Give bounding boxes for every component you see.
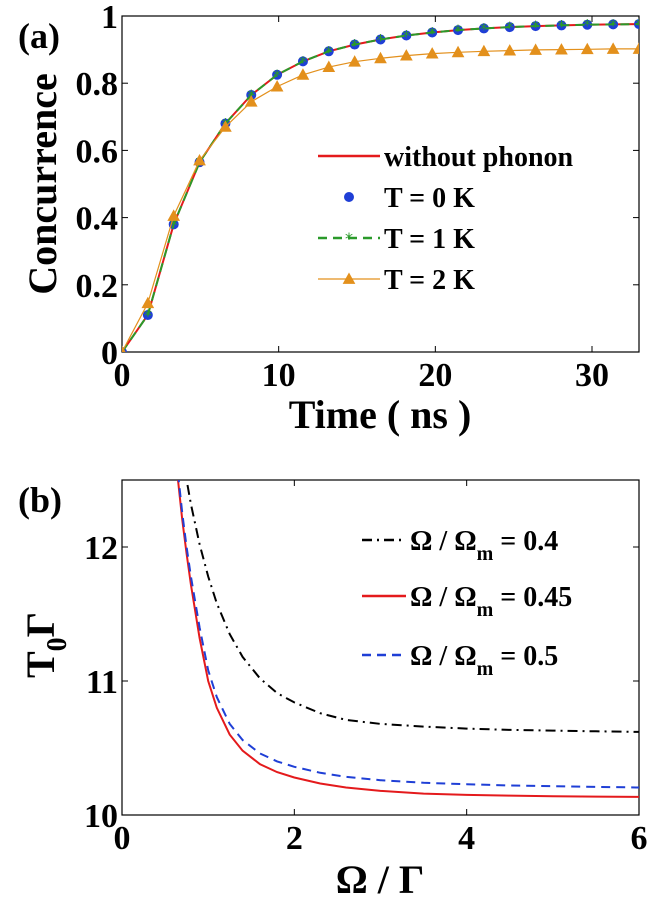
y-tick-label: 0.2 <box>76 268 119 305</box>
panel-a-x-axis-label: Time ( ns ) <box>289 392 472 437</box>
series-3-point <box>374 51 387 64</box>
series-line-1 <box>177 480 639 798</box>
series-line-0 <box>185 480 639 733</box>
legend-label-2: Ω / Ωm = 0.5 <box>410 641 558 680</box>
y-tick-label: 11 <box>86 664 118 701</box>
x-tick-label: 10 <box>262 357 296 394</box>
y-tick-label: 12 <box>84 530 118 567</box>
panel-a-plot-frame <box>121 15 640 353</box>
series-2-point: * <box>532 17 540 36</box>
series-3-point <box>193 153 206 166</box>
series-2-point: * <box>170 215 178 234</box>
x-tick-label: 4 <box>458 820 475 857</box>
x-tick-label: 0 <box>114 820 131 857</box>
x-tick-label: 2 <box>286 820 303 857</box>
series-3-point <box>296 68 310 80</box>
panel-a-y-axis-label: Concurrence <box>20 73 65 294</box>
x-tick-label: 20 <box>418 357 452 394</box>
series-2-point: * <box>273 66 281 85</box>
series-3-point <box>270 80 284 92</box>
svg-text:T0Γ: T0Γ <box>18 612 73 678</box>
panel-b-label: (b) <box>18 480 62 520</box>
panel-b-y-label-sub: 0 <box>42 637 73 651</box>
panel-b-ticks: 0 2 4 6 10 11 12 <box>84 480 648 857</box>
series-3-point <box>580 42 594 55</box>
series-line-0 <box>122 23 639 352</box>
series-2-point: * <box>351 36 359 55</box>
series-3-point <box>529 43 542 55</box>
y-tick-label: 1 <box>101 0 118 36</box>
series-2-point: * <box>480 19 488 38</box>
series-line-2 <box>122 23 639 352</box>
panel-b-y-axis-label: T0Γ <box>18 612 73 678</box>
series-3-point <box>632 42 639 54</box>
legend-label-1: Ω / Ωm = 0.45 <box>410 582 572 621</box>
panel-a-series: ********************* <box>122 15 643 352</box>
series-2-point: * <box>428 23 436 42</box>
legend-label-2: T = 1 K <box>384 224 475 255</box>
y-tick-label: 0.6 <box>76 133 119 170</box>
series-3-point <box>348 55 361 67</box>
series-3-point <box>219 120 232 132</box>
x-tick-label: 6 <box>631 820 648 857</box>
series-line-3 <box>122 48 639 352</box>
series-2-point: * <box>402 26 410 45</box>
panel-a-ticks: 0 10 20 30 0 0.2 0.4 0.6 0.8 1 <box>76 0 639 394</box>
legend-marker-3 <box>342 272 356 284</box>
series-2-point: * <box>506 18 514 37</box>
panel-b-plot-frame <box>121 479 640 816</box>
series-line-2 <box>177 480 639 789</box>
series-2-point: * <box>377 31 385 50</box>
series-2-point: * <box>325 42 333 61</box>
series-2-point: * <box>454 21 462 40</box>
panel-b-x-axis-label: Ω / Γ <box>336 857 425 901</box>
series-2-point: * <box>583 16 591 35</box>
x-tick-label: 30 <box>575 357 609 394</box>
panel-b-y-label-main: T <box>18 651 63 678</box>
series-3-point <box>122 345 126 352</box>
series-3-point <box>451 45 465 58</box>
series-2-point: * <box>609 15 617 34</box>
series-3-point <box>477 44 491 57</box>
series-2-point: * <box>144 306 152 325</box>
series-3-point <box>503 44 517 56</box>
series-3-point <box>555 43 568 55</box>
panel-b-legend: Ω / Ωm = 0.4 Ω / Ωm = 0.45 Ω / Ωm = 0.5 <box>362 526 572 680</box>
panel-a-label: (a) <box>18 16 60 56</box>
panel-a: (a) 0 10 20 30 0 0.2 0.4 0.6 0.8 1 * * * * * * * * * * * * * *… <box>18 0 643 437</box>
y-tick-label: 0.4 <box>76 201 119 238</box>
legend-label-3: T = 2 K <box>384 265 475 296</box>
legend-marker-2: * <box>345 229 353 248</box>
y-tick-label: 0 <box>101 335 118 372</box>
legend-label-1: T = 0 K <box>384 183 475 214</box>
legend-marker-1 <box>344 192 354 202</box>
series-2-point: * <box>635 15 643 34</box>
series-3-point <box>244 95 258 107</box>
panel-a-legend: without phonon T = 0 K * T = 1 K T = 2 K <box>318 142 574 296</box>
panel-b-y-label-tail: Γ <box>18 612 63 637</box>
series-3-point <box>167 209 181 221</box>
series-3-point <box>141 296 155 309</box>
series-3-point <box>322 60 336 72</box>
y-tick-label: 10 <box>84 798 118 835</box>
series-2-point: * <box>557 16 565 35</box>
series-2-point: * <box>299 52 307 71</box>
legend-label-0: without phonon <box>384 142 574 173</box>
series-3-point <box>606 42 620 54</box>
panel-b-series <box>177 480 639 798</box>
series-3-point <box>400 49 413 61</box>
series-3-point <box>425 47 439 59</box>
legend-label-0: Ω / Ωm = 0.4 <box>410 526 558 565</box>
x-tick-label: 0 <box>114 357 131 394</box>
y-tick-label: 0.8 <box>76 66 119 103</box>
